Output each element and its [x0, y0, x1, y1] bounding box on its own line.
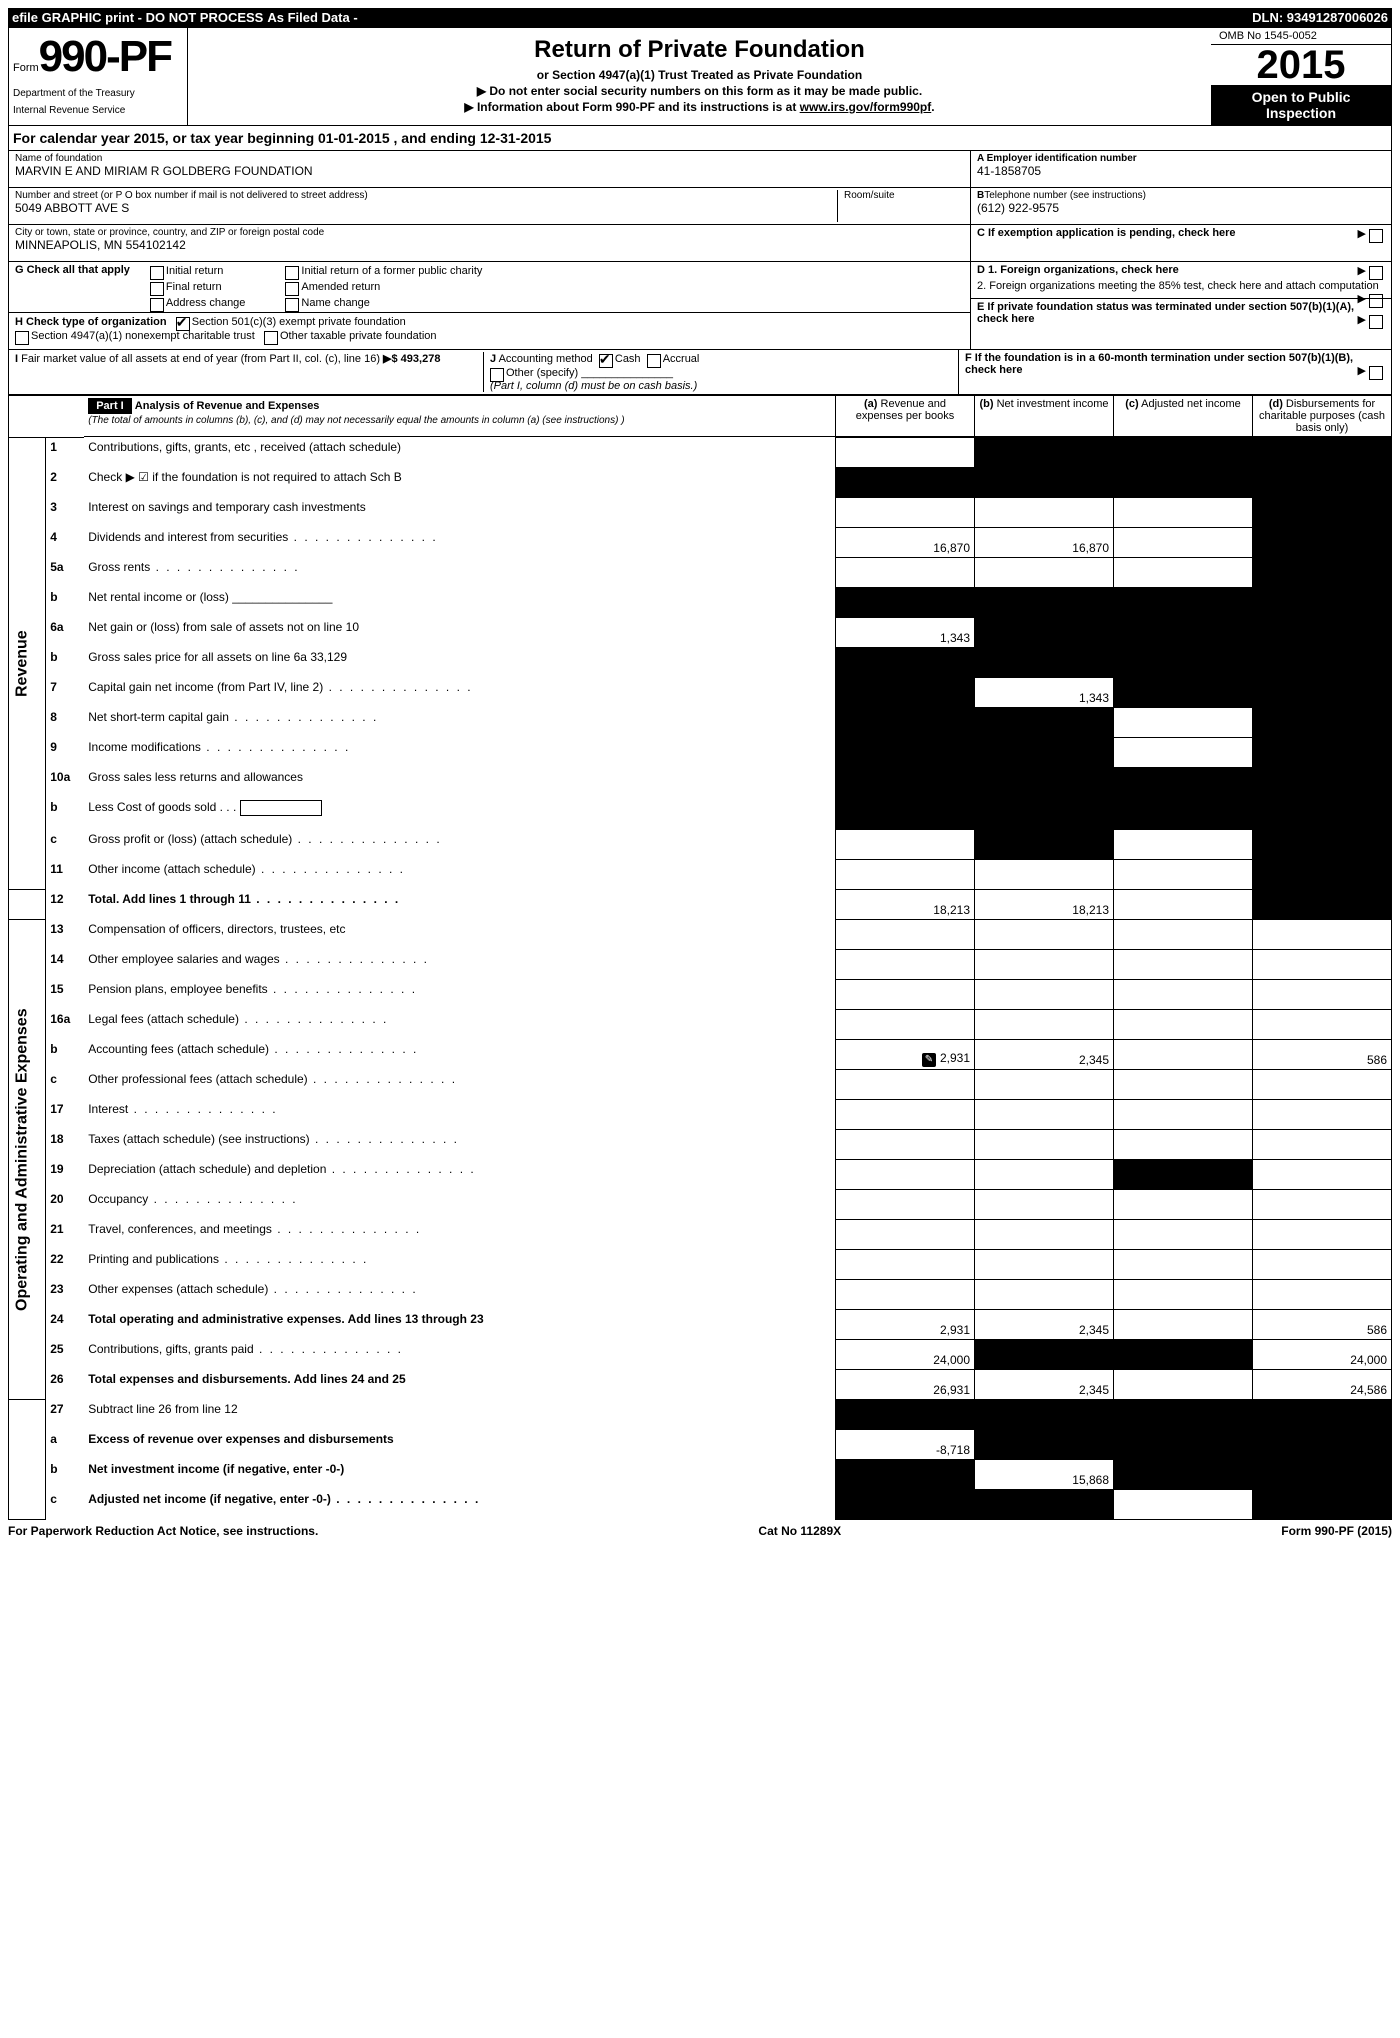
cb-other-taxable[interactable] [264, 331, 278, 345]
line16b-d: 586 [1253, 1040, 1392, 1070]
form-header: Form990-PF Department of the Treasury In… [8, 27, 1392, 126]
form-note-info: ▶ Information about Form 990-PF and its … [196, 100, 1203, 114]
col-c-header: (c) Adjusted net income [1114, 396, 1253, 437]
telephone: (612) 922-9575 [977, 201, 1385, 215]
cb-initial-return[interactable] [150, 266, 164, 280]
line26-a: 26,931 [836, 1370, 975, 1400]
cb-accrual[interactable] [647, 354, 661, 368]
line26-d: 24,586 [1253, 1370, 1392, 1400]
expenses-side-label: Operating and Administrative Expenses [9, 920, 46, 1400]
efile-header-bar: efile GRAPHIC print - DO NOT PROCESS As … [8, 8, 1392, 27]
foundation-info-grid: Name of foundation MARVIN E AND MIRIAM R… [8, 151, 1392, 350]
cat-no: Cat No 11289X [758, 1524, 841, 1538]
i-j-f-section: I Fair market value of all assets at end… [8, 350, 1392, 395]
form-note-ssn: ▶ Do not enter social security numbers o… [196, 84, 1203, 98]
city-label: City or town, state or province, country… [15, 227, 964, 238]
form-footer-id: Form 990-PF (2015) [1281, 1524, 1392, 1538]
fmv-label: Fair market value of all assets at end o… [21, 353, 380, 365]
part1-note: (The total of amounts in columns (b), (c… [88, 415, 624, 426]
f-label: F If the foundation is in a 60-month ter… [965, 352, 1353, 376]
line12-a: 18,213 [836, 890, 975, 920]
part1-title: Analysis of Revenue and Expenses [135, 400, 320, 412]
revenue-side-label: Revenue [9, 438, 46, 890]
efile-dln: DLN: 93491287006026 [1252, 10, 1388, 25]
form-number: 990-PF [39, 32, 171, 81]
col-b-header: (b) Net investment income [975, 396, 1114, 437]
cb-other-method[interactable] [490, 368, 504, 382]
cb-amended[interactable] [285, 282, 299, 296]
cb-addr-change[interactable] [150, 298, 164, 312]
part1-table: Part I Analysis of Revenue and Expenses … [8, 395, 1392, 1520]
cb-85pct[interactable] [1369, 294, 1383, 308]
h-label: H Check type of organization [15, 316, 167, 328]
j-note: (Part I, column (d) must be on cash basi… [490, 380, 697, 392]
e-label: E If private foundation status was termi… [977, 301, 1354, 325]
part1-badge: Part I [88, 398, 132, 414]
line24-d: 586 [1253, 1310, 1392, 1340]
foundation-name: MARVIN E AND MIRIAM R GOLDBERG FOUNDATIO… [15, 164, 964, 178]
addr-label: Number and street (or P O box number if … [15, 190, 837, 201]
c-label: C If exemption application is pending, c… [977, 227, 1236, 239]
efile-mid: As Filed Data - [263, 10, 1252, 25]
cb-foreign-org[interactable] [1369, 266, 1383, 280]
cb-501c3[interactable] [176, 317, 190, 331]
line25-d: 24,000 [1253, 1340, 1392, 1370]
ein-value: 41-1858705 [977, 164, 1385, 178]
cb-exemption-pending[interactable] [1369, 229, 1383, 243]
line26-b: 2,345 [975, 1370, 1114, 1400]
line6a-a: 1,343 [836, 618, 975, 648]
line25-a: 24,000 [836, 1340, 975, 1370]
page-footer: For Paperwork Reduction Act Notice, see … [8, 1520, 1392, 1538]
line27a-a: -8,718 [836, 1430, 975, 1460]
name-label: Name of foundation [15, 153, 964, 164]
col-d-header: (d) Disbursements for charitable purpose… [1253, 396, 1392, 437]
d1-label: D 1. Foreign organizations, check here [977, 264, 1179, 276]
room-label: Room/suite [844, 190, 964, 201]
street-address: 5049 ABBOTT AVE S [15, 201, 837, 215]
calendar-year-line: For calendar year 2015, or tax year begi… [8, 126, 1392, 151]
city-state-zip: MINNEAPOLIS, MN 554102142 [15, 238, 964, 252]
attachment-icon[interactable]: ✎ [922, 1053, 936, 1067]
dept-irs: Internal Revenue Service [13, 105, 183, 116]
line12-b: 18,213 [975, 890, 1114, 920]
cb-cash[interactable] [599, 354, 613, 368]
open-inspection-badge: Open to Public Inspection [1211, 85, 1391, 125]
cb-507b1a[interactable] [1369, 315, 1383, 329]
ein-label: A Employer identification number [977, 153, 1385, 164]
form-subtitle: or Section 4947(a)(1) Trust Treated as P… [196, 68, 1203, 82]
line27b-b: 15,868 [975, 1460, 1114, 1490]
form-title: Return of Private Foundation [196, 36, 1203, 64]
dept-treasury: Department of the Treasury [13, 88, 183, 99]
line4-b: 16,870 [975, 528, 1114, 558]
line24-b: 2,345 [975, 1310, 1114, 1340]
line16b-a: ✎2,931 [836, 1040, 975, 1070]
cb-507b1b[interactable] [1369, 366, 1383, 380]
tax-year: 2015 [1211, 45, 1391, 85]
efile-left: efile GRAPHIC print - DO NOT PROCESS [12, 10, 263, 25]
form-prefix: Form [13, 62, 39, 74]
cb-initial-former[interactable] [285, 266, 299, 280]
irs-link[interactable]: www.irs.gov/form990pf [800, 100, 932, 114]
paperwork-notice: For Paperwork Reduction Act Notice, see … [8, 1524, 318, 1538]
cb-name-change[interactable] [285, 298, 299, 312]
g-label: G Check all that apply [15, 264, 130, 276]
cb-final-return[interactable] [150, 282, 164, 296]
line16b-b: 2,345 [975, 1040, 1114, 1070]
cb-4947[interactable] [15, 331, 29, 345]
col-a-header: (a) Revenue and expenses per books [836, 396, 975, 437]
line24-a: 2,931 [836, 1310, 975, 1340]
line7-b: 1,343 [975, 678, 1114, 708]
d2-label: 2. Foreign organizations meeting the 85%… [977, 280, 1379, 292]
line4-a: 16,870 [836, 528, 975, 558]
fmv-value: ▶$ 493,278 [383, 353, 440, 365]
